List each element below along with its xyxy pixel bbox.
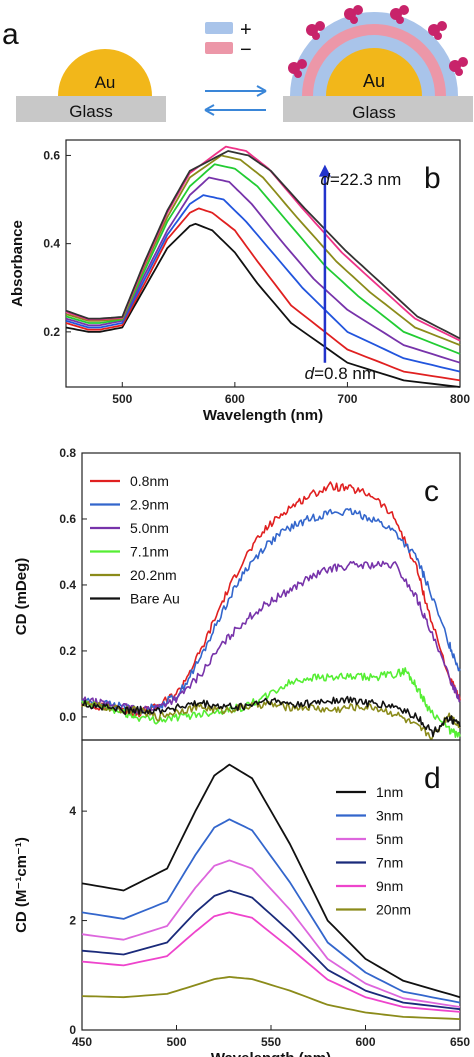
- forward-arrowhead-icon: [256, 85, 267, 97]
- y-tick-label: 0.4: [43, 237, 60, 251]
- y-tick-label: 0.8: [59, 446, 76, 460]
- x-tick-label: 500: [166, 1035, 186, 1049]
- annotation-top: d=22.3 nm: [320, 170, 401, 189]
- legend-entry: 2.9nm: [130, 497, 169, 513]
- cd-mdeg-chart: 0.0 0.2 0.4 0.6 0.8 CD (mDeg) c 0.8nm 2.9nm 5.0nm…: [13, 446, 461, 741]
- negative-layer-swatch: [205, 42, 233, 54]
- y-tick-label: 0.0: [59, 710, 76, 724]
- y-tick-label: 0.4: [59, 578, 76, 592]
- annotation-bottom: d=0.8 nm: [305, 364, 376, 383]
- legend-entry: 5nm: [376, 831, 403, 847]
- series-line-1nm: [81, 763, 461, 999]
- left-gold-nanoparticle: [58, 49, 152, 96]
- y-tick-label: 0.2: [59, 644, 76, 658]
- series-line-b-3: [65, 176, 461, 364]
- series-line-b-2: [65, 194, 461, 373]
- series-line-2.9nm: [81, 507, 461, 715]
- positive-layer-swatch: [205, 22, 233, 34]
- x-tick-label: 600: [225, 392, 245, 406]
- reverse-arrowhead-icon: [204, 104, 215, 116]
- particle-icon: [306, 21, 325, 40]
- legend-entry: 0.8nm: [130, 473, 169, 489]
- series-line-b-1: [65, 207, 461, 382]
- series-line-0.8nm: [81, 481, 461, 718]
- particle-icon: [288, 59, 307, 78]
- panel-label-a: a: [2, 18, 19, 51]
- left-glass-label: Glass: [69, 102, 112, 121]
- x-tick-label: 500: [112, 392, 132, 406]
- particle-icon: [390, 5, 409, 24]
- y-tick-label: 0: [69, 1023, 76, 1037]
- series-line-7.1nm: [81, 667, 461, 738]
- x-axis-label: Wavelength (nm): [211, 1050, 331, 1057]
- particle-icon: [449, 57, 468, 76]
- x-tick-label: 600: [355, 1035, 375, 1049]
- y-axis-label: CD (M⁻¹cm⁻¹): [13, 837, 30, 933]
- legend-entry: 1nm: [376, 784, 403, 800]
- particle-icon: [428, 21, 447, 40]
- x-tick-label: 650: [450, 1035, 470, 1049]
- plot-frame: [81, 739, 461, 1031]
- schematic-panel: a Au Glass + − Au Glass: [2, 5, 473, 122]
- y-axis-label: CD (mDeg): [13, 558, 30, 636]
- y-tick-label: 0.6: [43, 148, 60, 162]
- y-axis-label: Absorbance: [9, 220, 26, 307]
- legend-entry: 7.1nm: [130, 544, 169, 560]
- series-line-9nm: [81, 911, 461, 1013]
- positive-sign: +: [240, 19, 252, 41]
- legend-entry: 9nm: [376, 878, 403, 894]
- left-au-label: Au: [95, 73, 116, 92]
- series-line-b-7: [65, 150, 461, 340]
- right-glass-label: Glass: [352, 103, 395, 122]
- x-tick-label: 800: [450, 392, 470, 406]
- series-line-b-4: [65, 163, 461, 355]
- series-line-b-0: [65, 222, 461, 388]
- y-tick-label: 0.2: [43, 325, 60, 339]
- x-axis-label: Wavelength (nm): [203, 407, 323, 424]
- plot-frame: [65, 139, 461, 388]
- x-tick-label: 550: [261, 1035, 281, 1049]
- y-tick-label: 4: [69, 804, 76, 818]
- series-line-Bare Au: [81, 695, 461, 738]
- panel-label-b: b: [424, 162, 441, 195]
- chiral-particles: [288, 5, 468, 78]
- legend-entry: Bare Au: [130, 591, 180, 607]
- particle-icon: [344, 5, 363, 24]
- cd-molar-chart: 0 2 4 450 500 550 600 650 Wavelength (nm) CD (M⁻¹…: [13, 739, 470, 1057]
- right-gold-nanoparticle: [326, 48, 422, 96]
- series-line-20nm: [81, 976, 461, 1020]
- panel-label-d: d: [424, 762, 441, 795]
- right-glass-slab: [283, 96, 473, 122]
- right-au-label: Au: [363, 71, 385, 91]
- absorbance-chart: 0.2 0.4 0.6 500 600 700 800 Wavelength (nm) Abso…: [9, 139, 470, 424]
- series-line-3nm: [81, 818, 461, 1004]
- legend-entry: 7nm: [376, 855, 403, 871]
- y-tick-label: 2: [69, 914, 76, 928]
- legend-entry: 20nm: [376, 902, 411, 918]
- series-line-5nm: [81, 859, 461, 1008]
- trend-arrowhead-icon: [318, 164, 331, 177]
- y-tick-label: 0.6: [59, 512, 76, 526]
- series-line-7nm: [81, 889, 461, 1011]
- legend-entry: 3nm: [376, 808, 403, 824]
- negative-sign: −: [240, 39, 252, 61]
- x-tick-label: 700: [337, 392, 357, 406]
- panel-label-c: c: [424, 475, 439, 508]
- left-glass-slab: [16, 96, 166, 122]
- x-tick-label: 450: [72, 1035, 92, 1049]
- legend-entry: 20.2nm: [130, 567, 177, 583]
- legend-entry: 5.0nm: [130, 520, 169, 536]
